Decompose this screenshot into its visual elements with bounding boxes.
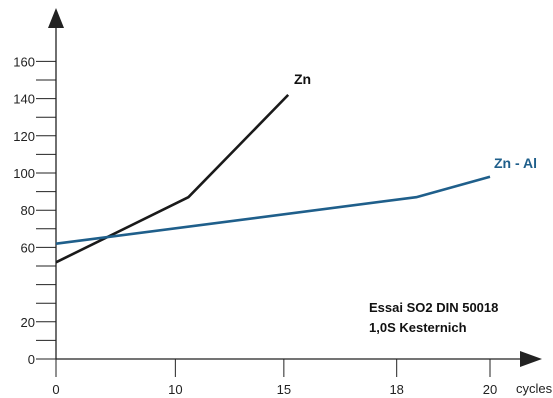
y-axis-arrow-icon [48, 8, 64, 28]
y-tick-label: 160 [13, 54, 35, 69]
series-label-zn: Zn [294, 71, 311, 87]
y-tick-label: 0 [28, 352, 35, 367]
y-tick-label: 60 [21, 240, 35, 255]
series-line-zn-al [55, 175, 491, 245]
x-tick-label: 0 [52, 382, 59, 397]
series [55, 93, 491, 264]
annotation-line-2: 1,0S Kesternich [369, 320, 467, 335]
y-tick-label: 80 [21, 203, 35, 218]
y-tick-label: 140 [13, 92, 35, 107]
series-label-zn-al: Zn - Al [494, 155, 537, 171]
annotation-line-1: Essai SO2 DIN 50018 [369, 300, 498, 315]
series-line-zn [55, 93, 290, 264]
y-tick-label: 100 [13, 166, 35, 181]
y-tick-label: 20 [21, 315, 35, 330]
x-axis-title: cycles [516, 381, 553, 396]
y-ticks: 0 20 60 80 100 120 140 160 [13, 54, 56, 367]
x-tick-label: 18 [389, 382, 403, 397]
y-tick-label: 120 [13, 129, 35, 144]
x-tick-label: 10 [168, 382, 182, 397]
x-axis-arrow-icon [520, 351, 542, 367]
x-tick-label: 15 [277, 382, 291, 397]
x-ticks: 0 10 15 18 20 [52, 359, 497, 397]
x-tick-label: 20 [483, 382, 497, 397]
